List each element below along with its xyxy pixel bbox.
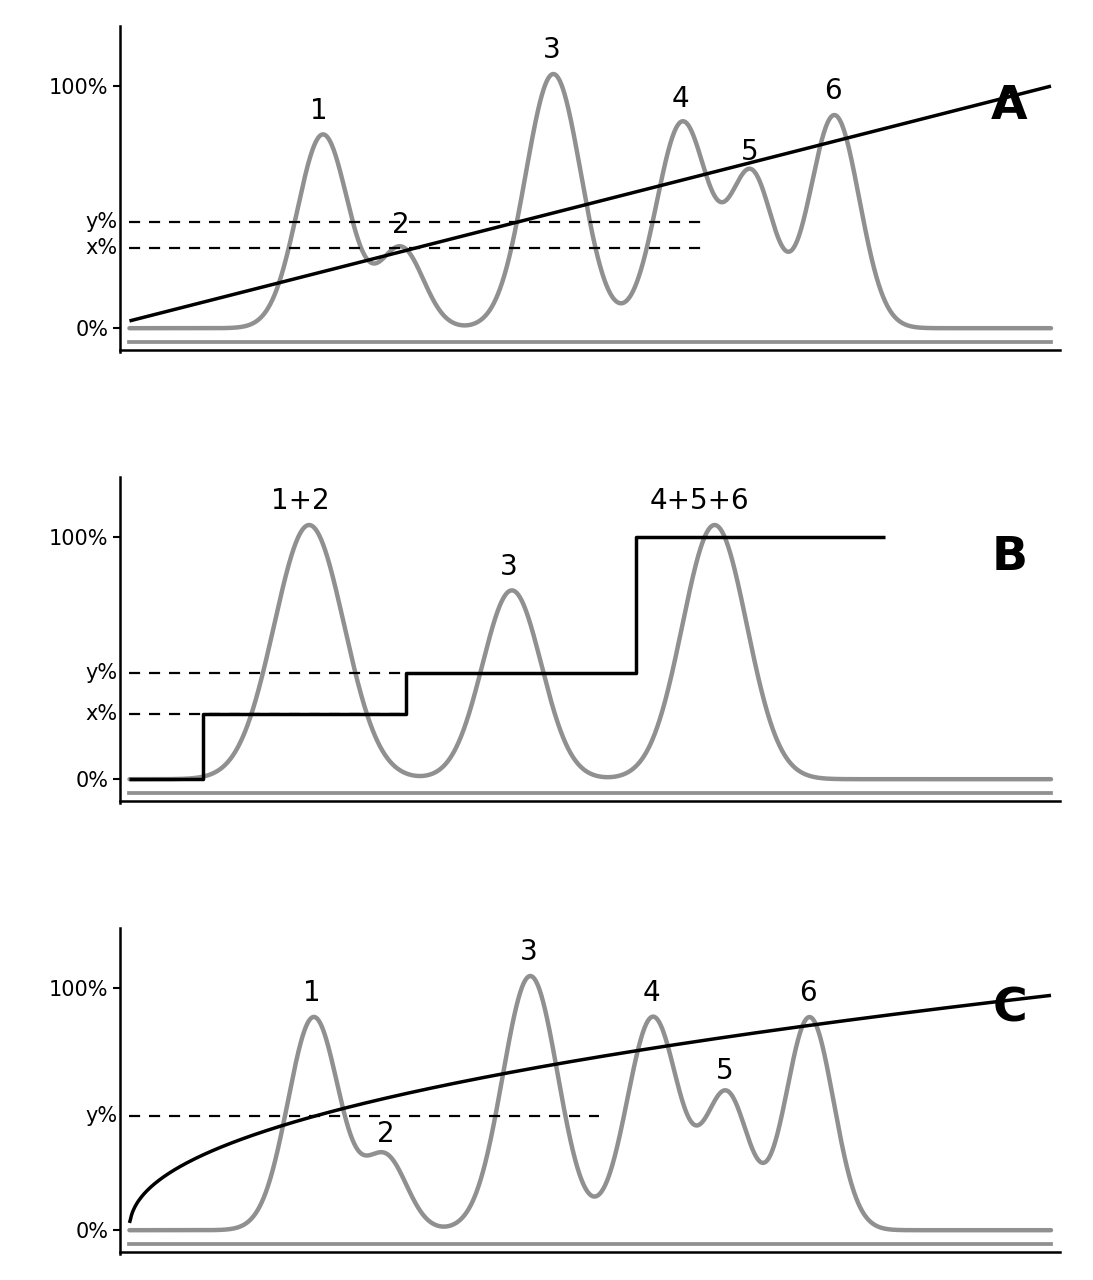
- Text: 1+2: 1+2: [271, 488, 329, 516]
- Text: 2: 2: [377, 1120, 395, 1148]
- Text: A: A: [990, 84, 1027, 129]
- Text: 4+5+6: 4+5+6: [649, 488, 749, 516]
- Text: C: C: [992, 987, 1027, 1032]
- Text: 6: 6: [799, 979, 816, 1007]
- Text: x%: x%: [85, 238, 117, 259]
- Text: 2: 2: [392, 211, 410, 238]
- Text: 5: 5: [716, 1057, 733, 1085]
- Text: y%: y%: [85, 1106, 117, 1126]
- Text: 3: 3: [519, 938, 538, 966]
- Text: 1: 1: [309, 97, 327, 125]
- Text: 4: 4: [643, 979, 660, 1007]
- Text: B: B: [991, 535, 1027, 580]
- Text: 3: 3: [501, 553, 518, 581]
- Text: 5: 5: [741, 138, 759, 166]
- Text: 6: 6: [824, 78, 842, 105]
- Text: 3: 3: [542, 36, 561, 64]
- Text: 1: 1: [303, 979, 320, 1007]
- Text: y%: y%: [85, 211, 117, 232]
- Text: 4: 4: [672, 84, 690, 113]
- Text: y%: y%: [85, 663, 117, 682]
- Text: x%: x%: [85, 704, 117, 723]
